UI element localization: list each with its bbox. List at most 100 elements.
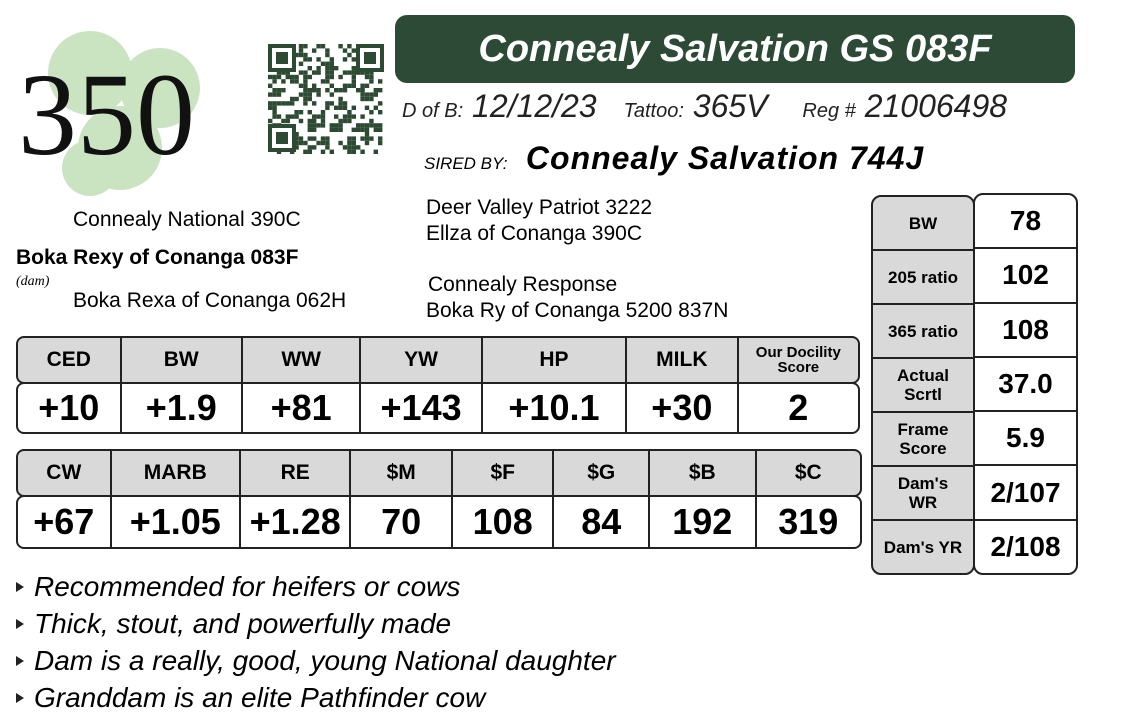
qr-module (373, 105, 378, 110)
bullet-arrow (16, 655, 24, 666)
qr-module (276, 114, 282, 119)
stat-label: 205 ratio (873, 251, 973, 305)
bullet-text: Dam is a really, good, young National da… (34, 644, 616, 676)
qr-module (369, 110, 374, 115)
qr-module (303, 79, 308, 84)
qr-module (268, 74, 273, 80)
qr-module (364, 136, 370, 141)
qr-module (347, 83, 352, 88)
granddam-sire: Connealy Response (428, 273, 618, 296)
qr-module (347, 145, 352, 150)
qr-module (316, 140, 321, 146)
qr-module (312, 123, 317, 128)
qr-module (369, 118, 374, 124)
qr-module (281, 118, 286, 124)
qr-module (356, 127, 361, 132)
qr-module (272, 110, 277, 115)
qr-module (364, 92, 370, 97)
stats-labels: BW 205 ratio 365 ratio Actual Scrtl Frame Sc… (871, 195, 975, 575)
qr-module (373, 88, 378, 93)
stat-value: 108 (975, 304, 1076, 358)
qr-module (334, 123, 339, 128)
qr-module (334, 105, 339, 110)
qr-module (364, 140, 370, 146)
qr-module (281, 70, 286, 75)
qr-module (316, 66, 321, 71)
qr-module (378, 79, 383, 84)
qr-module (338, 140, 343, 146)
qr-module (351, 114, 356, 119)
qr-module (373, 149, 378, 154)
qr-module (298, 92, 304, 97)
qr-module (351, 136, 356, 141)
qr-module (351, 149, 356, 154)
qr-module (364, 70, 370, 75)
epd-header: HP (483, 338, 628, 382)
qr-module (294, 114, 299, 119)
qr-module (378, 140, 383, 146)
qr-module (360, 83, 365, 88)
qr-module (320, 118, 326, 124)
qr-module (307, 74, 312, 80)
qr-module (329, 92, 334, 97)
dob-label: D of B: (402, 100, 464, 122)
qr-module (369, 74, 374, 80)
qr-module (276, 92, 282, 97)
stat-value: 78 (975, 195, 1076, 250)
qr-module (360, 149, 365, 154)
epd-header: WW (243, 338, 362, 382)
qr-module (347, 52, 352, 58)
epd-header: CW (18, 451, 112, 495)
qr-module (298, 110, 304, 115)
qr-module (360, 92, 365, 97)
qr-module (320, 114, 326, 119)
qr-module (338, 101, 343, 106)
qr-module (364, 123, 370, 128)
qr-module (334, 114, 339, 119)
qr-module (325, 70, 330, 75)
qr-module (338, 123, 343, 128)
qr-module (303, 96, 308, 102)
qr-module (303, 52, 308, 58)
epd-value: 84 (554, 497, 650, 547)
qr-module (276, 52, 288, 64)
qr-module (329, 149, 334, 154)
qr-module (325, 74, 330, 80)
sire-name: Connealy Salvation 744J (525, 140, 925, 176)
qr-module (360, 123, 365, 128)
tattoo-label: Tattoo: (623, 100, 684, 122)
qr-module (364, 127, 370, 132)
qr-module (312, 118, 317, 124)
epd-value: +1.05 (112, 497, 241, 547)
qr-module (351, 127, 356, 132)
sire-sire: Deer Valley Patriot 3222 (426, 196, 653, 219)
qr-module (373, 127, 378, 132)
qr-module (373, 92, 378, 97)
epd-value: +10 (18, 384, 122, 432)
qr-module (329, 83, 334, 88)
bullet-arrow (16, 618, 24, 629)
qr-module (290, 101, 295, 106)
qr-module (325, 52, 330, 58)
qr-module (276, 70, 282, 75)
qr-module (303, 88, 308, 93)
qr-module (316, 123, 321, 128)
qr-module (342, 145, 348, 150)
qr-module (360, 127, 365, 132)
qr-module (360, 70, 365, 75)
qr-module (338, 127, 343, 132)
qr-module (369, 123, 374, 128)
qr-module (316, 114, 321, 119)
qr-module (356, 145, 361, 150)
qr-module (351, 66, 356, 71)
qr-module (298, 48, 304, 53)
stat-label: 365 ratio (873, 305, 973, 359)
qr-module (312, 101, 317, 106)
qr-module (356, 70, 361, 75)
qr-module (360, 114, 365, 119)
epd-header: $B (650, 451, 757, 495)
stat-value: 102 (975, 249, 1076, 304)
epd-value: 108 (453, 497, 555, 547)
bullet-text: Recommended for heifers or cows (34, 570, 461, 602)
